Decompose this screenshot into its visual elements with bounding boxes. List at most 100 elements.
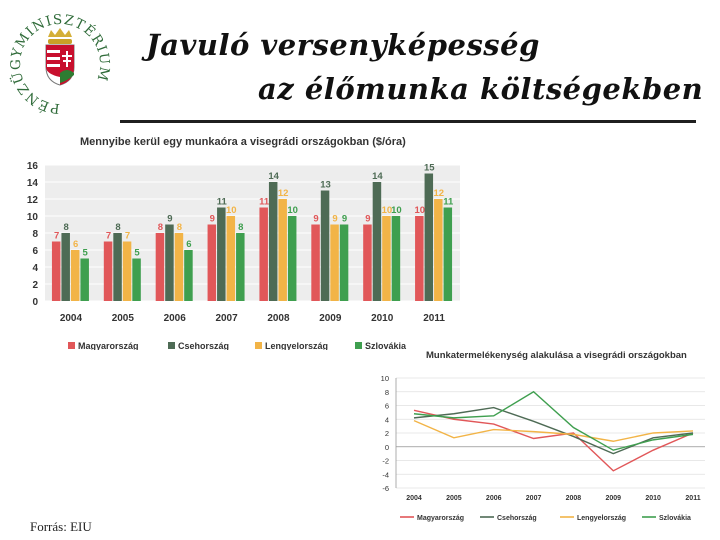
bar-y-tick-label: 4 [32,263,38,274]
line-series-csehorszag [413,406,694,455]
bar-data-label: 10 [226,205,237,216]
page-title-line-1: Javuló versenyképesség [146,28,540,62]
bar-data-label: 11 [443,197,454,208]
bar-data-label: 8 [115,222,120,233]
bar-data-label: 9 [210,214,215,225]
bar-data-label: 13 [320,180,331,191]
bar-y-tick-label: 8 [32,229,38,240]
bar-lengyelorszag-2009 [330,224,339,301]
line-legend-label: Csehország [497,515,537,522]
bar-magyarorszag-2010 [363,224,372,301]
bar-magyarorszag-2005 [103,241,113,301]
bar-csehorszag-2008 [268,182,278,301]
bar-y-tick-label: 2 [32,280,38,291]
bar-x-tick-label: 2009 [319,313,342,324]
bar-magyarorszag-2009 [311,224,320,301]
bar-data-label: 9 [365,214,370,225]
bar-data-label: 9 [313,214,318,225]
bar-magyarorszag-2006 [155,233,165,301]
bar-legend-label: Magyarország [78,341,139,350]
bar-csehorszag-2006 [165,224,174,301]
line-y-tick-label: 10 [381,374,389,383]
bar-y-tick-label: 0 [32,297,38,308]
bar-szlovakia-2004 [80,258,89,301]
bar-x-tick-label: 2008 [267,313,290,324]
bar-lengyelorszag-2005 [122,241,132,301]
bar-data-label: 7 [125,231,130,242]
bar-data-label: 10 [287,205,298,216]
title-divider [120,120,696,123]
bar-data-label: 10 [382,205,393,216]
bar-legend-swatch [168,342,175,349]
bar-csehorszag-2009 [320,190,330,301]
line-legend-label: Szlovákia [659,515,691,522]
bar-x-tick-label: 2005 [112,313,135,324]
bar-data-label: 7 [106,231,111,242]
bar-y-tick-label: 16 [27,161,39,172]
line-series-lengyelorszag [413,419,694,442]
bar-data-label: 12 [434,188,445,199]
line-series-szlovakia [413,390,694,451]
bar-lengyelorszag-2007 [226,216,236,301]
line-y-tick-label: 4 [385,415,389,424]
ministry-seal: PÉNZÜGYMINISZTÉRIUM [8,12,112,116]
line-y-tick-label: 0 [385,443,389,452]
line-x-tick-label: 2007 [526,495,542,502]
bar-legend-label: Lengyelország [265,341,328,350]
bar-x-tick-label: 2007 [215,313,238,324]
bar-magyarorszag-2004 [51,241,61,301]
line-x-tick-label: 2009 [605,495,621,502]
bar-x-tick-label: 2004 [60,313,83,324]
bar-y-tick-label: 14 [27,178,39,189]
line-x-tick-label: 2010 [645,495,661,502]
bar-x-tick-label: 2011 [423,313,445,324]
bar-data-label: 14 [372,171,383,182]
bar-szlovakia-2007 [236,233,245,301]
bar-szlovakia-2009 [339,224,349,301]
bar-legend-label: Szlovákia [365,341,407,350]
line-x-tick-label: 2004 [406,495,422,502]
bar-csehorszag-2004 [61,233,70,301]
bar-legend-label: Csehország [178,341,229,350]
bar-szlovakia-2011 [443,207,453,301]
bar-data-label: 9 [342,214,347,225]
bar-szlovakia-2006 [184,250,193,301]
bar-csehorszag-2005 [113,233,122,301]
bar-lengyelorszag-2004 [70,250,80,301]
bar-szlovakia-2008 [287,216,297,301]
bar-legend-swatch [355,342,362,349]
line-x-tick-label: 2008 [566,495,582,502]
bar-chart-title: Mennyibe kerül egy munkaóra a visegrádi … [80,136,406,148]
bar-lengyelorszag-2008 [278,199,287,301]
bar-data-label: 7 [54,231,59,242]
bar-data-label: 9 [167,214,172,225]
bar-szlovakia-2010 [391,216,401,301]
bar-magyarorszag-2011 [415,216,424,301]
bar-szlovakia-2005 [132,258,141,301]
productivity-line-chart: -6 -4 -2 0 2 4 6 8 10 2004 2005 2006 2007 2008 2009 201… [381,374,705,522]
bar-y-tick-label: 6 [32,246,38,257]
line-legend-label: Lengyelország [577,515,626,522]
bar-data-label: 10 [391,205,402,216]
line-y-tick-label: -6 [382,484,389,493]
bar-data-label: 11 [217,197,228,208]
bar-data-label: 10 [415,205,426,216]
line-y-tick-label: -4 [382,470,389,479]
bar-data-label: 15 [424,163,435,174]
bar-data-label: 8 [158,222,163,233]
bar-lengyelorszag-2006 [174,233,184,301]
bar-data-label: 5 [83,248,89,259]
bar-data-label: 12 [278,188,289,199]
line-legend-label: Magyarország [417,515,464,522]
source-note: Forrás: EIU [30,519,92,534]
bar-legend-swatch [68,342,75,349]
bar-csehorszag-2010 [372,182,382,301]
bar-x-tick-label: 2006 [164,313,187,324]
bar-data-label: 6 [186,239,191,250]
bar-csehorszag-2011 [424,173,434,301]
bar-data-label: 5 [134,248,140,259]
line-y-tick-label: 2 [385,429,389,438]
bar-data-label: 8 [177,222,182,233]
bar-lengyelorszag-2011 [434,199,443,301]
bar-y-tick-label: 12 [27,195,39,206]
